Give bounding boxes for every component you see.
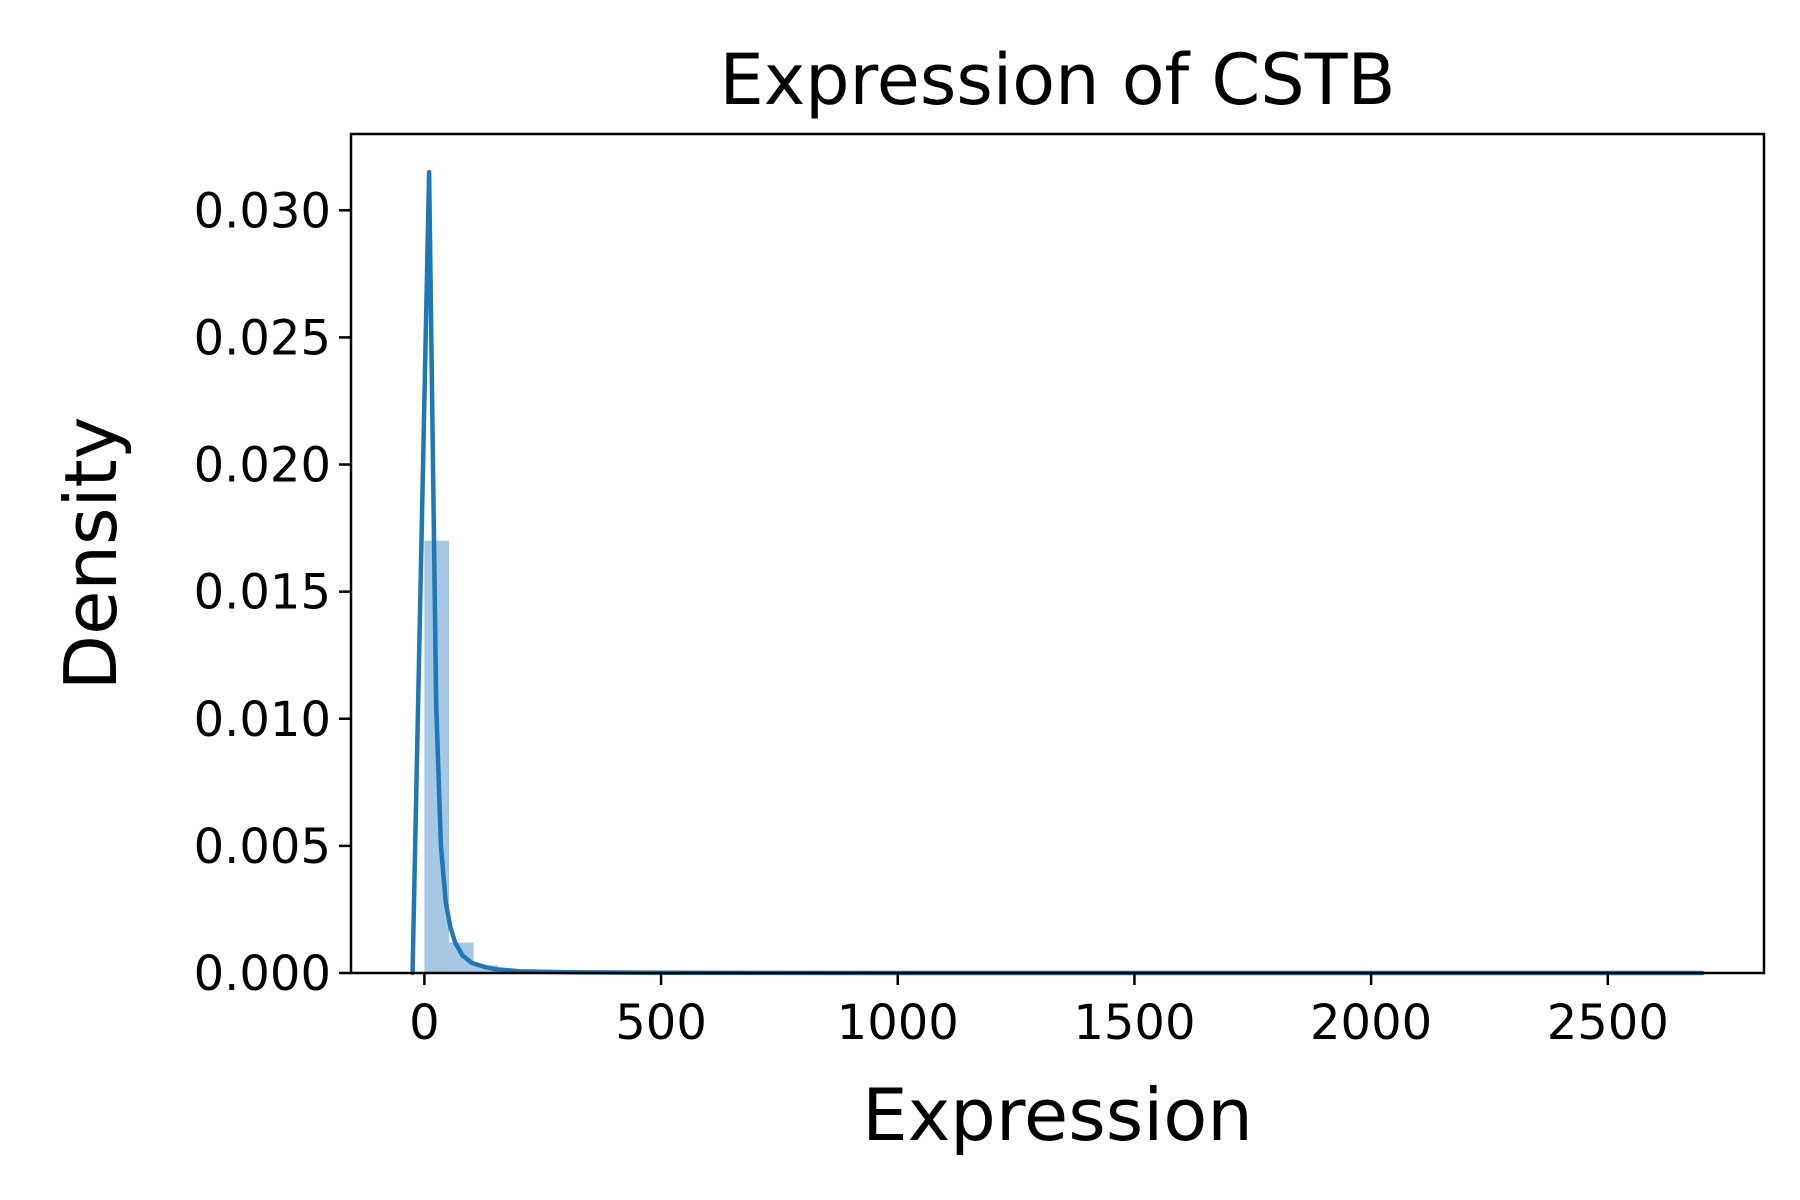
x-tick-label: 1000	[837, 995, 959, 1051]
y-axis: 0.000 0.005 0.010 0.015 0.020 0.025 0.030	[194, 183, 351, 1002]
x-tick-label: 500	[615, 995, 707, 1051]
y-tick-label: 0.010	[194, 692, 331, 748]
kde-line	[410, 169, 1705, 976]
x-axis-title: Expression	[862, 1073, 1253, 1157]
histogram-bar	[448, 942, 474, 973]
x-tick-label: 1500	[1073, 995, 1195, 1051]
y-tick-label: 0.005	[194, 819, 331, 875]
y-tick-label: 0.030	[194, 183, 331, 239]
y-tick-label: 0.020	[194, 438, 331, 494]
y-tick-label: 0.000	[194, 946, 331, 1002]
y-axis-title: Density	[49, 417, 133, 691]
chart-title: Expression of CSTB	[719, 39, 1395, 121]
plot-frame	[349, 132, 1766, 975]
kde-layer	[410, 169, 1705, 976]
x-tick-label: 0	[409, 995, 440, 1051]
x-tick-label: 2500	[1547, 995, 1669, 1051]
x-tick-label: 2000	[1310, 995, 1432, 1051]
x-axis: 0 500 1000 1500 2000 2500	[409, 973, 1669, 1051]
y-tick-label: 0.015	[194, 565, 331, 621]
y-tick-label: 0.025	[194, 310, 331, 366]
